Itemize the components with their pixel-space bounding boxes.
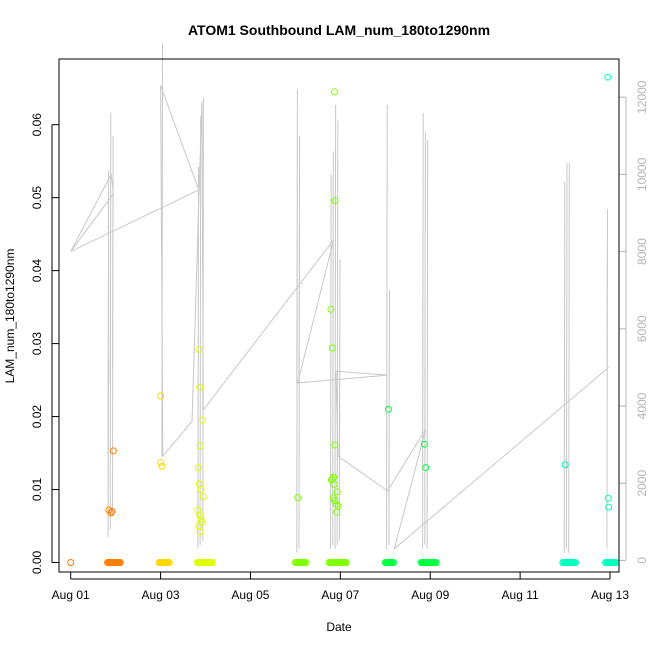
data-point <box>331 441 339 449</box>
x-tick-label: Aug 05 <box>231 588 269 602</box>
data-point <box>432 559 440 566</box>
data-point <box>384 405 392 413</box>
data-point <box>197 486 205 493</box>
data-point <box>108 507 116 515</box>
data-point <box>116 559 124 566</box>
y2-tick-label: 8000 <box>635 238 649 265</box>
data-point <box>195 480 203 488</box>
x-tick-label: Aug 01 <box>52 588 90 602</box>
y2-series-spike <box>568 162 570 553</box>
y2-series-spike <box>424 131 426 546</box>
y-tick-label: 0.01 <box>30 477 44 501</box>
points-layer <box>67 73 620 566</box>
y2-series-spike <box>330 174 332 549</box>
data-point <box>561 461 569 469</box>
x-tick-label: Aug 11 <box>502 588 539 602</box>
data-point <box>197 515 205 523</box>
y-tick-label: 0.06 <box>30 113 44 137</box>
y2-series-spike <box>107 170 110 538</box>
y2-series-spike <box>109 112 112 530</box>
data-point <box>67 559 75 566</box>
y-tick-label: 0.04 <box>30 259 44 283</box>
data-point <box>302 559 310 566</box>
y2-series-spike <box>161 43 163 457</box>
data-point <box>109 447 117 455</box>
data-point <box>198 416 206 424</box>
y2-series-spike <box>565 162 568 549</box>
y2-tick-label: 0 <box>635 557 649 564</box>
data-point <box>157 392 165 400</box>
data-point <box>333 508 341 516</box>
data-point <box>342 559 350 566</box>
x-tick-label: Aug 07 <box>321 588 359 602</box>
y2-series-spike <box>298 135 301 549</box>
y-tick-label: 0.00 <box>30 550 44 574</box>
x-tick-label: Aug 09 <box>411 588 449 602</box>
data-point <box>330 480 338 488</box>
data-point <box>327 305 335 313</box>
y2-series-spike <box>112 135 114 515</box>
x-tick-label: Aug 03 <box>142 588 180 602</box>
data-point <box>196 442 204 450</box>
axes-layer: Aug 01 Aug 03 Aug 05 Aug 07 Aug 09 Aug 11 Aug … <box>30 80 649 602</box>
data-point <box>332 500 340 508</box>
y2-tick-label: 4000 <box>635 392 649 419</box>
data-point <box>605 503 613 511</box>
y2-tick-label: 2000 <box>635 470 649 497</box>
y2-series-spike <box>199 116 202 546</box>
data-point <box>422 464 430 472</box>
y2-series-spike <box>386 104 388 549</box>
data-point <box>208 559 216 566</box>
y2-series-spike <box>332 151 334 546</box>
data-point <box>158 462 166 470</box>
y2-series-spike <box>388 290 390 546</box>
data-point <box>331 197 339 205</box>
plot-frame <box>58 58 620 573</box>
data-point <box>196 511 204 519</box>
data-point <box>328 344 336 352</box>
y2-series-spike <box>422 112 424 549</box>
data-point <box>604 73 612 81</box>
data-point <box>199 493 207 501</box>
chart-title: ATOM1 Southbound LAM_num_180to1290nm <box>188 22 490 38</box>
data-point <box>294 494 302 502</box>
data-point <box>604 494 612 502</box>
y2-series-spike <box>197 166 199 549</box>
y2-series-spike <box>202 97 204 542</box>
y2-series-spike <box>338 259 341 542</box>
y-tick-label: 0.05 <box>30 186 44 210</box>
data-point <box>572 559 580 566</box>
y2-series-spike <box>606 209 608 549</box>
y2-series-spike <box>336 120 339 546</box>
data-point <box>196 528 204 536</box>
y2-tick-label: 12000 <box>635 80 649 114</box>
y2-series-spike <box>563 182 566 553</box>
y2-series-spike <box>296 89 298 553</box>
data-point <box>390 559 397 566</box>
y2-series-spike <box>426 139 429 549</box>
data-point <box>331 88 338 96</box>
data-point <box>107 509 115 517</box>
y-tick-label: 0.02 <box>30 405 44 429</box>
y2-tick-label: 6000 <box>635 315 649 342</box>
y-axis-label: LAM_num_180to1290nm <box>3 249 17 384</box>
y2-line-layer <box>70 43 610 553</box>
x-tick-label: Aug 13 <box>591 588 629 602</box>
y2-series-spike <box>334 104 337 549</box>
data-point <box>165 559 173 566</box>
y-tick-label: 0.03 <box>30 332 44 356</box>
x-axis-label: Date <box>326 620 352 634</box>
data-point <box>195 345 203 353</box>
data-point <box>196 383 204 391</box>
y2-tick-label: 10000 <box>635 157 649 191</box>
data-point <box>420 440 428 448</box>
data-point <box>157 459 165 466</box>
data-point <box>194 464 202 472</box>
data-point <box>333 488 341 496</box>
data-point <box>331 497 338 504</box>
